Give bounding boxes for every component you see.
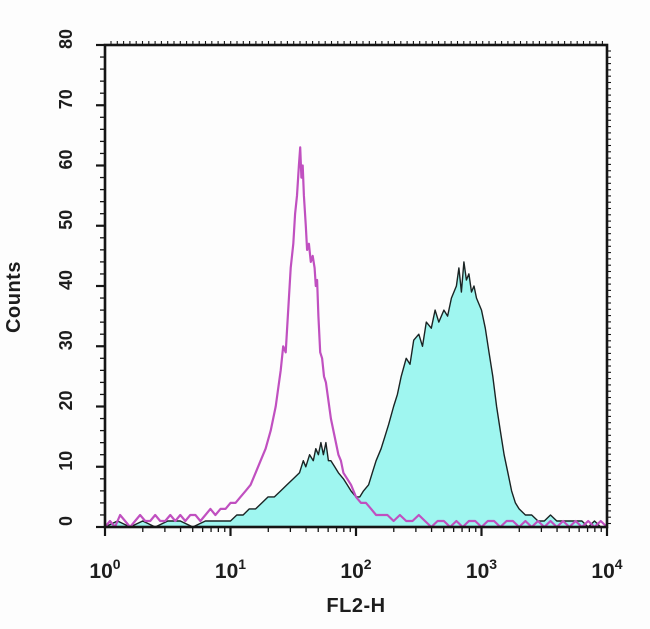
y-tick-label-80: 80	[56, 29, 76, 49]
x-axis-tick-labels: 100 101 102 103 104	[89, 556, 622, 583]
y-tick-label-30: 30	[56, 330, 76, 350]
y-tick-label-60: 60	[56, 149, 76, 169]
y-axis-title: Counts	[3, 261, 25, 333]
x-tick-label-10e1: 101	[215, 556, 246, 583]
y-tick-label-70: 70	[56, 89, 76, 109]
x-axis-title: FL2-H	[326, 595, 385, 617]
axis-ticks	[96, 41, 611, 536]
y-tick-label-40: 40	[56, 270, 76, 290]
y-tick-label-50: 50	[56, 210, 76, 230]
y-tick-label-20: 20	[56, 390, 76, 410]
histogram-curves	[103, 146, 609, 529]
y-tick-label-0: 0	[56, 516, 76, 526]
plot-border	[103, 43, 609, 529]
series-open_magenta_histogram	[103, 146, 609, 529]
series-filled_cyan_histogram	[104, 261, 608, 528]
y-tick-label-10: 10	[56, 451, 76, 471]
x-tick-label-10e3: 103	[466, 556, 497, 583]
x-tick-label-10e4: 104	[591, 556, 622, 583]
x-tick-label-10e0: 100	[89, 556, 120, 583]
y-axis-tick-labels: 0 10 20 30 40 50 60 70 80	[56, 29, 76, 526]
x-tick-label-10e2: 102	[340, 556, 371, 583]
plot-frame	[103, 43, 609, 529]
